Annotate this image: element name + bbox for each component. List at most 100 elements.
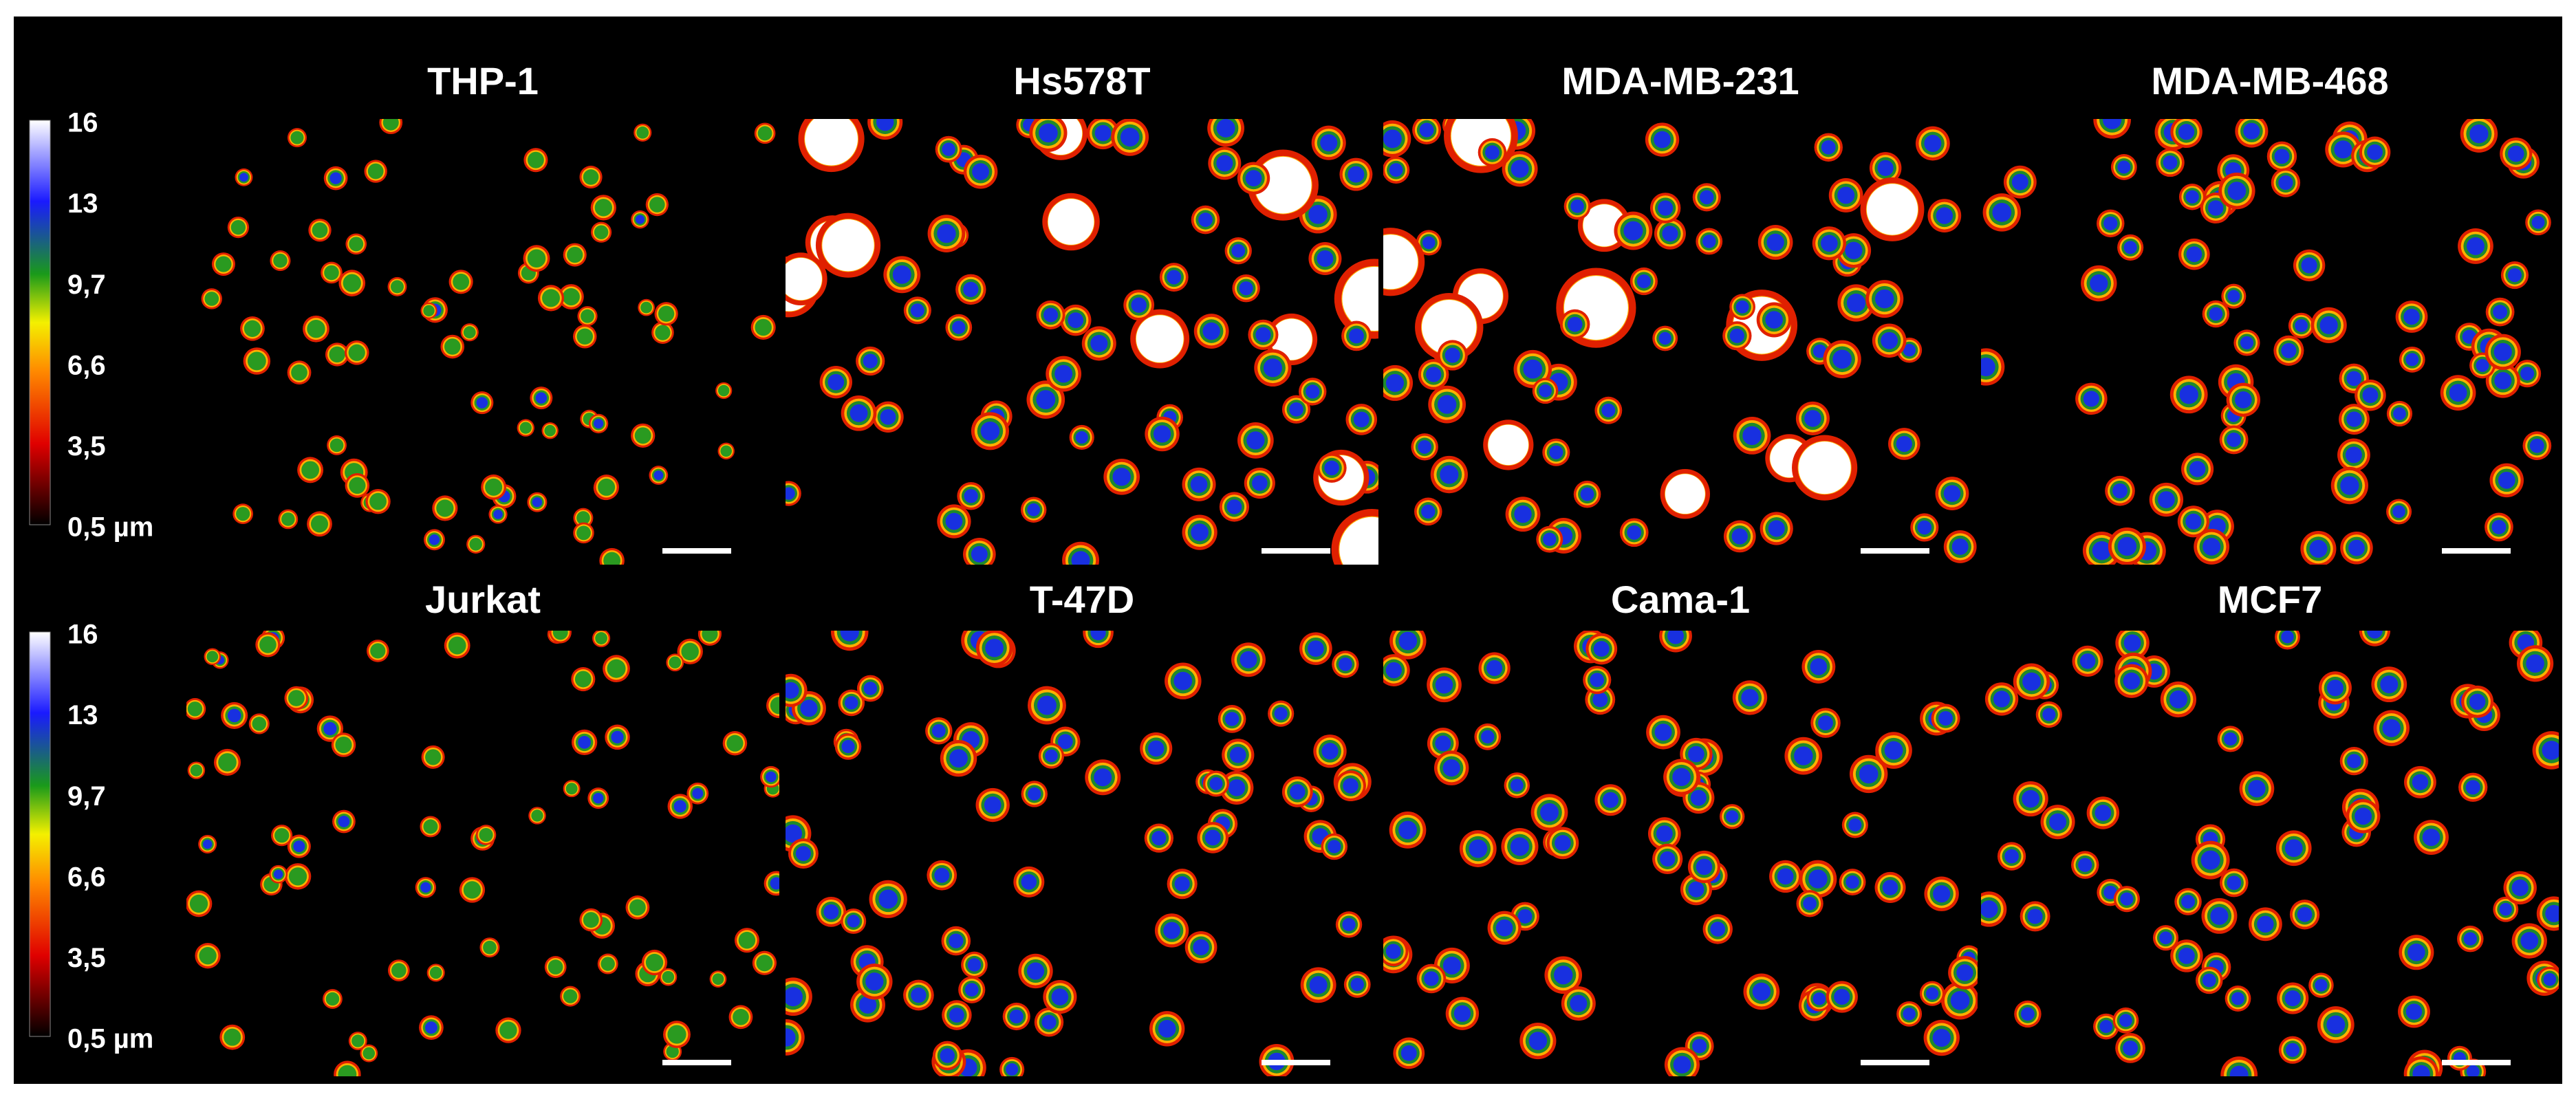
cell-core bbox=[2520, 367, 2535, 381]
cell bbox=[2308, 972, 2334, 998]
colorbar-label: 0,5 µm bbox=[67, 512, 153, 543]
cell bbox=[1299, 378, 1327, 406]
cell-body bbox=[583, 169, 599, 185]
cell bbox=[1028, 686, 1066, 725]
cell-body bbox=[291, 364, 307, 381]
cell bbox=[1982, 193, 2022, 232]
cell bbox=[903, 296, 931, 325]
cell bbox=[2371, 666, 2407, 703]
cell bbox=[717, 442, 735, 460]
cell-core bbox=[1803, 897, 1817, 911]
cell bbox=[1874, 871, 1906, 904]
cell-core bbox=[2412, 774, 2429, 791]
cell-core bbox=[1442, 956, 1461, 975]
cell-core bbox=[1400, 1045, 1417, 1061]
cell bbox=[599, 547, 625, 565]
cell-core bbox=[963, 281, 979, 297]
cell bbox=[1254, 349, 1292, 387]
cell bbox=[605, 724, 630, 750]
cell bbox=[1428, 385, 1466, 424]
cell bbox=[2152, 925, 2179, 951]
cell-core bbox=[1511, 160, 1529, 178]
cell bbox=[537, 285, 565, 312]
cell-core bbox=[1071, 551, 1090, 565]
cell-core bbox=[1925, 987, 1939, 1000]
cell bbox=[1594, 396, 1623, 424]
cell-core bbox=[1094, 124, 1112, 142]
cell-core bbox=[1045, 749, 1058, 763]
cell-core bbox=[984, 796, 1002, 814]
cell bbox=[1940, 981, 1978, 1020]
cell-body bbox=[187, 701, 203, 717]
cell bbox=[364, 160, 387, 183]
cell-core bbox=[1006, 1063, 1019, 1076]
cell-body bbox=[485, 478, 503, 496]
cell-core bbox=[202, 839, 213, 849]
cell-body bbox=[215, 256, 232, 272]
cell bbox=[2117, 234, 2144, 261]
cell-core bbox=[1147, 740, 1165, 757]
cell bbox=[1478, 138, 1507, 167]
cell-core bbox=[1992, 203, 2012, 222]
cell-body bbox=[574, 671, 592, 688]
cell-core bbox=[2274, 149, 2290, 164]
cell-core bbox=[1731, 528, 1748, 545]
cell bbox=[2219, 425, 2249, 455]
cell-core bbox=[1204, 829, 1221, 846]
cell-core bbox=[653, 470, 664, 480]
cell bbox=[278, 509, 299, 530]
cell bbox=[1002, 1002, 1030, 1031]
cell bbox=[1383, 936, 1409, 967]
cell-body bbox=[563, 989, 578, 1003]
cell bbox=[2113, 886, 2140, 913]
cell-core bbox=[1193, 939, 1209, 956]
cell bbox=[2310, 307, 2347, 343]
cell bbox=[344, 340, 369, 365]
cell bbox=[1645, 122, 1680, 157]
cell bbox=[1339, 157, 1373, 191]
cell-core bbox=[1699, 190, 1714, 205]
cell bbox=[1062, 541, 1100, 565]
colorbar-label: 9,7 bbox=[67, 781, 106, 812]
cell bbox=[942, 1000, 972, 1030]
cell-core bbox=[2021, 1007, 2035, 1021]
cell bbox=[1038, 743, 1065, 769]
cell-core bbox=[1658, 200, 1674, 216]
cell-core bbox=[1981, 357, 1995, 377]
cell bbox=[558, 284, 584, 309]
colorbar-label: 3,5 bbox=[67, 431, 106, 461]
cell-core bbox=[985, 638, 1004, 657]
cell bbox=[573, 522, 594, 544]
cell-body bbox=[329, 346, 345, 363]
cell bbox=[2233, 329, 2260, 356]
cell-core bbox=[2284, 839, 2303, 858]
cell-body bbox=[204, 292, 219, 306]
cell-core bbox=[1592, 692, 1608, 708]
cell-body bbox=[236, 507, 250, 521]
cell bbox=[2194, 529, 2230, 565]
cell bbox=[1383, 228, 1425, 296]
cell-core bbox=[2301, 257, 2317, 274]
cell-core bbox=[1956, 964, 1973, 981]
cell-center bbox=[1339, 516, 1378, 565]
cell-core bbox=[2499, 902, 2513, 916]
cell bbox=[2003, 165, 2037, 199]
cell bbox=[2072, 645, 2103, 677]
cell-body bbox=[370, 643, 386, 659]
cell bbox=[1542, 438, 1570, 466]
cell-body bbox=[290, 131, 304, 144]
cell bbox=[1649, 193, 1681, 224]
cell bbox=[1799, 860, 1837, 898]
cell-core bbox=[964, 489, 978, 503]
cell bbox=[1059, 304, 1092, 336]
cell-core bbox=[1240, 651, 1257, 668]
cell-core bbox=[1398, 631, 1418, 651]
cell-body bbox=[640, 301, 652, 314]
cell bbox=[2404, 765, 2436, 798]
cell-body bbox=[390, 280, 404, 294]
cell bbox=[1383, 120, 1411, 157]
cell-core bbox=[1570, 199, 1584, 213]
cell-body bbox=[576, 328, 593, 345]
cell-core bbox=[2159, 931, 2172, 944]
cell-core bbox=[2278, 175, 2293, 191]
